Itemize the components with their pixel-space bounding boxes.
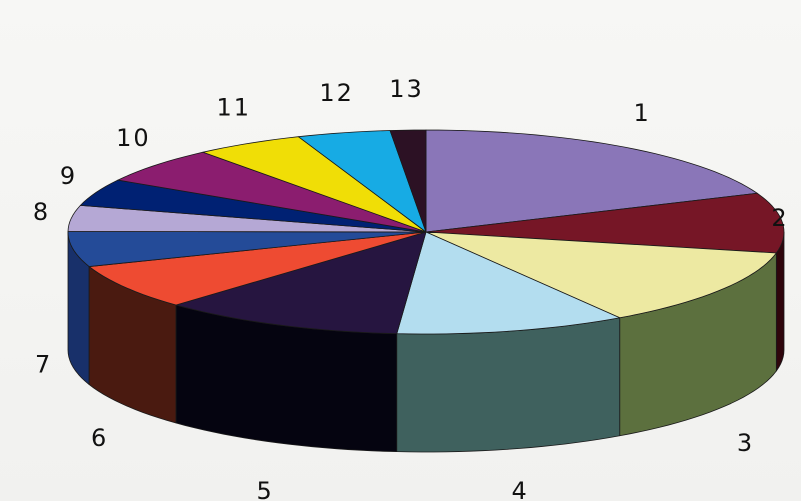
slice-label-12: 12 [319, 79, 354, 107]
pie-slice-7 [67, 230, 427, 267]
pie-slice-10 [117, 151, 427, 233]
slice-label-7: 7 [35, 351, 52, 379]
slice-label-1: 1 [633, 99, 650, 127]
pie-top-faces [67, 129, 785, 335]
slice-label-5: 5 [257, 477, 274, 501]
pie-slice-13 [389, 129, 427, 233]
slice-label-8: 8 [33, 198, 50, 226]
slice-label-13: 13 [389, 75, 424, 103]
pie-slice-11 [202, 136, 427, 233]
pie-slice-5 [175, 231, 427, 335]
slice-label-10: 10 [116, 124, 151, 152]
slice-label-3: 3 [737, 429, 754, 457]
pie-slice-2 [425, 192, 785, 254]
pie-slice-4 [396, 231, 621, 335]
slice-label-11: 11 [217, 94, 252, 122]
slice-label-4: 4 [511, 477, 528, 501]
pie-side-walls [67, 231, 785, 453]
pie-slice-12 [298, 130, 427, 233]
pie-slice-9 [79, 179, 427, 233]
pie-slice-6 [88, 231, 427, 306]
pie-side-4 [396, 317, 621, 453]
slice-label-2: 2 [771, 204, 788, 232]
slice-label-6: 6 [91, 424, 108, 452]
slice-label-9: 9 [60, 162, 77, 190]
pie-slice-3 [425, 231, 777, 319]
pie-side-2 [775, 231, 785, 372]
pie-slice-1 [425, 129, 758, 233]
